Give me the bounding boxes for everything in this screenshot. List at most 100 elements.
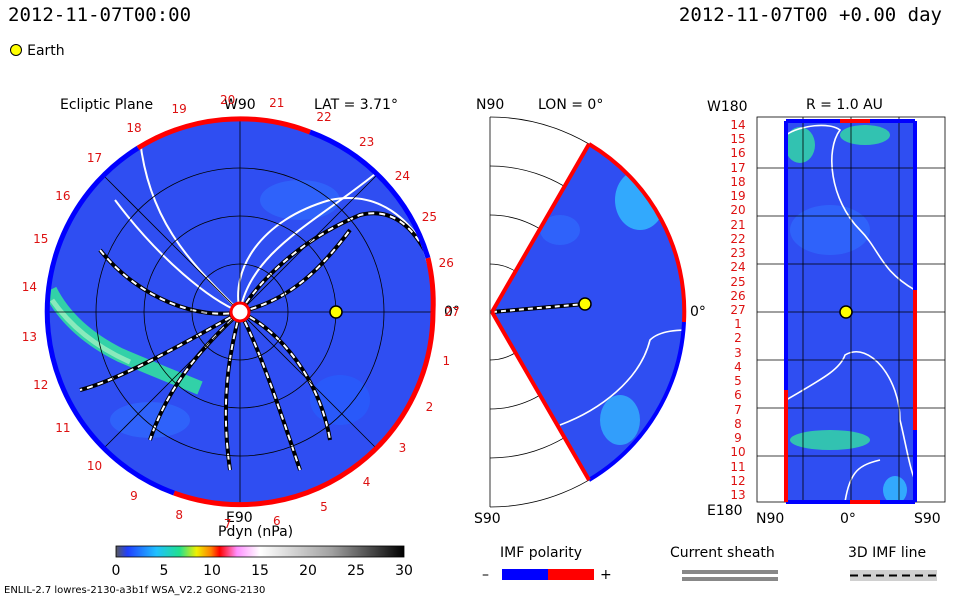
ecliptic-panel xyxy=(44,116,436,508)
colorbar-tick-0: 0 xyxy=(111,563,121,579)
meridional-lon-label: LON = 0° xyxy=(538,97,604,113)
imf-polarity-plus: + xyxy=(600,567,612,583)
ecliptic-bottom-label: E90 xyxy=(226,510,253,526)
meridional-field xyxy=(492,144,686,480)
ecliptic-tick-27: 27 xyxy=(444,305,460,319)
radial-tick-24: 24 xyxy=(730,260,746,275)
radial-tick-8: 8 xyxy=(734,416,742,431)
ecliptic-tick-5: 5 xyxy=(320,499,328,514)
colorbar-gradient xyxy=(115,545,405,558)
ecliptic-tick-18: 18 xyxy=(126,121,142,136)
ecliptic-tick-3: 3 xyxy=(398,441,407,456)
right-timestamp: 2012-11-07T00 +0.00 day xyxy=(678,4,942,26)
ecliptic-tick-19: 19 xyxy=(171,101,187,116)
radial-tick-14: 14 xyxy=(730,118,746,132)
radial-tick-2: 2 xyxy=(734,331,742,346)
ecliptic-tick-7: 7 xyxy=(223,516,232,531)
earth-marker-icon xyxy=(10,44,22,56)
radial-tick-11: 11 xyxy=(730,459,746,474)
ecliptic-tick-14: 14 xyxy=(21,280,38,295)
imf-polarity-label: IMF polarity xyxy=(500,545,583,561)
colorbar-label: Pdyn (nPa) xyxy=(218,524,294,540)
sun-marker xyxy=(229,301,251,323)
colorbar-tick-10: 10 xyxy=(203,563,221,579)
ecliptic-tick-4: 4 xyxy=(362,475,371,490)
ecliptic-tick-22: 22 xyxy=(316,110,332,125)
radial-tick-25: 25 xyxy=(730,274,746,289)
colorbar-tick-25: 25 xyxy=(347,563,365,579)
radial-tick-26: 26 xyxy=(730,288,746,303)
ecliptic-top-label: W90 xyxy=(224,97,256,113)
ecliptic-tick-26: 26 xyxy=(438,256,454,271)
ecliptic-tick-24: 24 xyxy=(394,168,411,183)
radial-r-label: R = 1.0 AU xyxy=(806,97,883,113)
radial-tick-15: 15 xyxy=(730,132,746,147)
ecliptic-tick-20: 20 xyxy=(220,93,236,108)
earth-marker-ecliptic xyxy=(329,305,343,319)
imf-line-3d-swatch xyxy=(850,570,937,581)
ecliptic-tick-13: 13 xyxy=(21,329,38,344)
radial-x-label-0: 0° xyxy=(840,511,856,527)
meridional-polarity-rim xyxy=(490,142,687,482)
radial-tick-7: 7 xyxy=(734,402,742,417)
radial-tick-18: 18 xyxy=(730,174,746,189)
current-sheath-swatch xyxy=(682,570,778,581)
radial-polarity-rim xyxy=(784,119,917,504)
ecliptic-right-label: 0° xyxy=(444,304,460,320)
ecliptic-title: Ecliptic Plane xyxy=(60,97,154,113)
ecliptic-tick-1: 1 xyxy=(442,353,451,368)
radial-tick-10: 10 xyxy=(730,445,746,460)
imf-line-3d-label: 3D IMF line xyxy=(848,545,927,561)
colorbar-tick-15: 15 xyxy=(251,563,269,579)
radial-tick-6: 6 xyxy=(734,388,742,403)
current-sheath-label: Current sheath xyxy=(670,545,775,561)
ecliptic-density-features xyxy=(47,139,432,471)
ecliptic-tick-6: 6 xyxy=(272,513,281,528)
radial-tick-17: 17 xyxy=(730,160,746,175)
ecliptic-tick-15: 15 xyxy=(33,232,49,247)
ecliptic-tick-21: 21 xyxy=(269,96,285,111)
meridional-right-label: 0° xyxy=(690,304,706,320)
radial-tick-1: 1 xyxy=(734,317,742,332)
meridional-bottom-label: S90 xyxy=(474,511,501,527)
radial-tick-4: 4 xyxy=(734,359,742,374)
left-timestamp: 2012-11-07T00:00 xyxy=(8,4,192,26)
radial-x-label-n90: N90 xyxy=(756,511,785,527)
radial-tick-27: 27 xyxy=(730,303,746,317)
ecliptic-lat-label: LAT = 3.71° xyxy=(314,97,398,113)
radial-tick-3: 3 xyxy=(734,345,742,360)
ecliptic-polarity-rim xyxy=(44,116,436,508)
radial-tick-13: 13 xyxy=(730,488,746,502)
colorbar-tick-20: 20 xyxy=(299,563,317,579)
ecliptic-tick-25: 25 xyxy=(421,209,438,224)
radial-tick-19: 19 xyxy=(730,189,746,204)
colorbar-tick-5: 5 xyxy=(159,563,169,579)
radial-x-label-s90: S90 xyxy=(914,511,941,527)
earth-legend-label: Earth xyxy=(27,43,65,59)
radial-tick-12: 12 xyxy=(730,473,746,488)
model-info: ENLIL-2.7 lowres-2130-a3b1f WSA_V2.2 GON… xyxy=(4,585,266,596)
ecliptic-tick-10: 10 xyxy=(86,459,103,474)
ecliptic-tick-17: 17 xyxy=(86,150,103,165)
radial-bottom-left-label: E180 xyxy=(707,503,743,519)
earth-legend: Earth xyxy=(10,40,65,59)
colorbar-tick-30: 30 xyxy=(395,563,413,579)
ecliptic-tick-2: 2 xyxy=(425,400,434,415)
ecliptic-tick-23: 23 xyxy=(358,134,375,149)
ecliptic-tick-12: 12 xyxy=(33,377,49,392)
radial-tick-21: 21 xyxy=(730,217,746,232)
meridional-top-label: N90 xyxy=(476,97,505,113)
imf-polarity-minus: – xyxy=(482,567,489,583)
radial-tick-22: 22 xyxy=(730,231,746,246)
ecliptic-tick-11: 11 xyxy=(55,421,71,436)
radial-panel xyxy=(756,116,946,504)
radial-tick-9: 9 xyxy=(734,431,742,446)
ecliptic-tick-9: 9 xyxy=(130,488,138,503)
radial-tick-5: 5 xyxy=(734,374,742,389)
earth-marker-meridional xyxy=(578,297,592,311)
ecliptic-tick-16: 16 xyxy=(55,188,71,203)
radial-tick-20: 20 xyxy=(730,203,746,218)
ecliptic-tick-8: 8 xyxy=(175,508,184,523)
radial-tick-23: 23 xyxy=(730,246,746,261)
radial-top-left-label: W180 xyxy=(707,99,748,115)
